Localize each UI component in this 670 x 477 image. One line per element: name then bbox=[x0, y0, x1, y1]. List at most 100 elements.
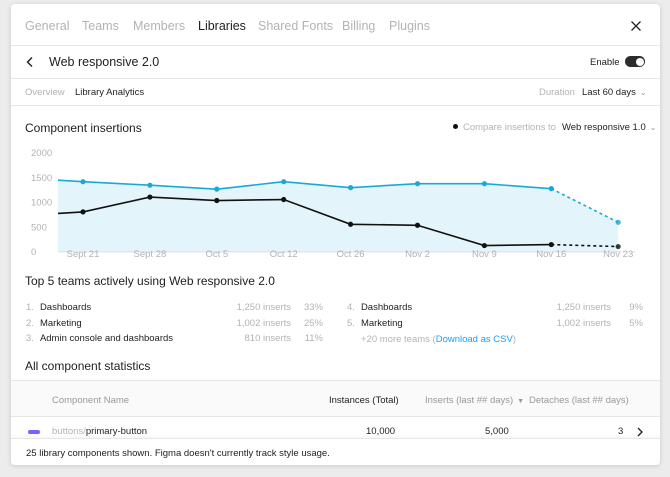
stats-footer: 25 library components shown. Figma doesn… bbox=[11, 438, 660, 465]
data-point bbox=[414, 181, 421, 187]
y-tick-label: 1500 bbox=[31, 173, 52, 184]
team-name: Marketing bbox=[39, 318, 82, 329]
tab-billing[interactable]: Billing bbox=[342, 19, 376, 33]
team-inserts: 810 inserts bbox=[244, 333, 291, 344]
subtab-library-analytics[interactable]: Library Analytics bbox=[75, 87, 145, 98]
team-item: 3. Admin console and dashboards bbox=[26, 333, 173, 344]
series-area-fill bbox=[58, 180, 619, 252]
duration-select[interactable]: Last 60 days ⌄ bbox=[582, 87, 647, 98]
team-name: Dashboards bbox=[360, 302, 413, 313]
sort-down-icon: ▼ bbox=[517, 398, 525, 405]
data-point bbox=[147, 182, 153, 188]
y-tick-label: 0 bbox=[31, 247, 36, 258]
team-name: Admin console and dashboards bbox=[39, 333, 174, 344]
tab-shared-fonts[interactable]: Shared Fonts bbox=[258, 19, 334, 33]
team-rank: 3. bbox=[26, 333, 34, 344]
library-subtabs: Overview Library Analytics Duration Last… bbox=[11, 79, 660, 106]
component-name: buttons/primary-button bbox=[52, 426, 147, 437]
tab-general[interactable]: General bbox=[25, 19, 70, 33]
stats-table-header: Component Name Instances (Total) Inserts… bbox=[11, 380, 660, 417]
data-point bbox=[615, 219, 621, 225]
series-projection-line bbox=[550, 187, 619, 224]
data-point bbox=[548, 241, 554, 248]
table-row[interactable]: buttons/primary-button 10,000 5,000 3 bbox=[11, 417, 660, 447]
x-tick-label: Nov 9 bbox=[472, 249, 497, 260]
team-rank: 2. bbox=[26, 318, 34, 329]
duration-value: Last 60 days bbox=[582, 87, 636, 98]
chevron-right-icon[interactable] bbox=[635, 426, 645, 438]
team-item: 4. Dashboards bbox=[347, 302, 412, 313]
compare-select[interactable]: Web responsive 1.0 ⌄ bbox=[562, 122, 657, 133]
team-percent: 25% bbox=[303, 318, 323, 329]
toggle-knob bbox=[635, 57, 644, 66]
data-point bbox=[214, 197, 220, 204]
column-detaches[interactable]: Detaches (last ## days) bbox=[529, 395, 629, 406]
close-icon[interactable] bbox=[628, 18, 644, 34]
data-point bbox=[80, 179, 86, 185]
data-point bbox=[281, 196, 287, 203]
x-tick-label: Nov 16 bbox=[536, 249, 566, 260]
component-path: buttons/ bbox=[52, 426, 86, 437]
team-percent: 5% bbox=[629, 318, 643, 329]
enable-toggle[interactable] bbox=[625, 56, 645, 67]
tab-plugins[interactable]: Plugins bbox=[389, 19, 430, 33]
team-rank: 5. bbox=[347, 318, 355, 329]
team-inserts: 1,002 inserts bbox=[236, 318, 291, 329]
enable-label: Enable bbox=[590, 57, 620, 68]
data-point bbox=[481, 181, 487, 187]
compare-control: Compare insertions to Web responsive 1.0 ⌄ bbox=[453, 122, 656, 133]
library-title: Web responsive 2.0 bbox=[49, 55, 160, 69]
team-item: 2. Marketing bbox=[26, 318, 82, 329]
team-name: Dashboards bbox=[39, 302, 92, 313]
team-inserts: 1,002 inserts bbox=[556, 318, 611, 329]
stats-title: All component statistics bbox=[25, 359, 151, 373]
tab-members[interactable]: Members bbox=[133, 19, 186, 33]
library-header: Web responsive 2.0 Enable bbox=[11, 46, 660, 79]
team-rank: 1. bbox=[26, 302, 34, 313]
team-name: Marketing bbox=[360, 318, 403, 329]
inserts-value: 5,000 bbox=[485, 426, 509, 437]
x-tick-label: Nov 2 bbox=[405, 249, 430, 260]
instances-value: 10,000 bbox=[366, 426, 396, 437]
data-point bbox=[348, 185, 354, 191]
duration-label: Duration bbox=[539, 87, 575, 98]
data-point bbox=[214, 186, 220, 192]
insertions-chart: 0 500 1000 1500 2000 Sept 21 Sept 28 Oct 5 Oct 1… bbox=[31, 148, 636, 260]
x-tick-label: Oct 12 bbox=[270, 249, 298, 260]
more-teams: +20 more teams (Download as CSV) bbox=[361, 334, 516, 345]
column-inserts-label: Inserts (last ## days) bbox=[425, 395, 514, 406]
compare-label: Compare insertions to bbox=[463, 122, 556, 133]
data-point bbox=[414, 222, 421, 228]
insertions-title: Component insertions bbox=[25, 121, 142, 135]
team-item: 1. Dashboards bbox=[26, 302, 91, 313]
x-tick-label: Oct 26 bbox=[337, 249, 365, 260]
column-component-name[interactable]: Component Name bbox=[52, 395, 130, 406]
top-teams-title: Top 5 teams actively using Web responsiv… bbox=[25, 274, 275, 288]
team-percent: 33% bbox=[303, 302, 323, 313]
compare-value: Web responsive 1.0 bbox=[561, 122, 646, 133]
team-percent: 9% bbox=[629, 302, 643, 313]
team-inserts: 1,250 inserts bbox=[236, 302, 291, 313]
y-tick-label: 500 bbox=[31, 222, 47, 233]
settings-tabs: General Teams Members Libraries Shared F… bbox=[11, 4, 660, 46]
component-icon bbox=[28, 430, 40, 434]
chevron-down-icon: ⌄ bbox=[639, 88, 647, 97]
detaches-value: 3 bbox=[618, 426, 624, 437]
tab-teams[interactable]: Teams bbox=[82, 19, 119, 33]
series-projection-line bbox=[551, 243, 619, 248]
data-point bbox=[80, 209, 86, 215]
x-tick-label: Oct 5 bbox=[205, 249, 228, 260]
data-point bbox=[615, 243, 621, 250]
team-inserts: 1,250 inserts bbox=[556, 302, 611, 313]
column-inserts[interactable]: Inserts (last ## days) ▼ bbox=[425, 395, 524, 406]
subtab-overview[interactable]: Overview bbox=[25, 87, 65, 98]
team-percent: 11% bbox=[304, 333, 323, 344]
tab-libraries[interactable]: Libraries bbox=[198, 19, 246, 33]
more-teams-close: ) bbox=[512, 334, 516, 345]
more-teams-text: +20 more teams ( bbox=[361, 334, 436, 345]
column-instances[interactable]: Instances (Total) bbox=[329, 395, 399, 406]
data-point bbox=[481, 242, 487, 249]
back-arrow-icon[interactable] bbox=[23, 55, 37, 69]
download-csv-link[interactable]: Download as CSV bbox=[435, 334, 513, 345]
team-item: 5. Marketing bbox=[347, 318, 403, 329]
